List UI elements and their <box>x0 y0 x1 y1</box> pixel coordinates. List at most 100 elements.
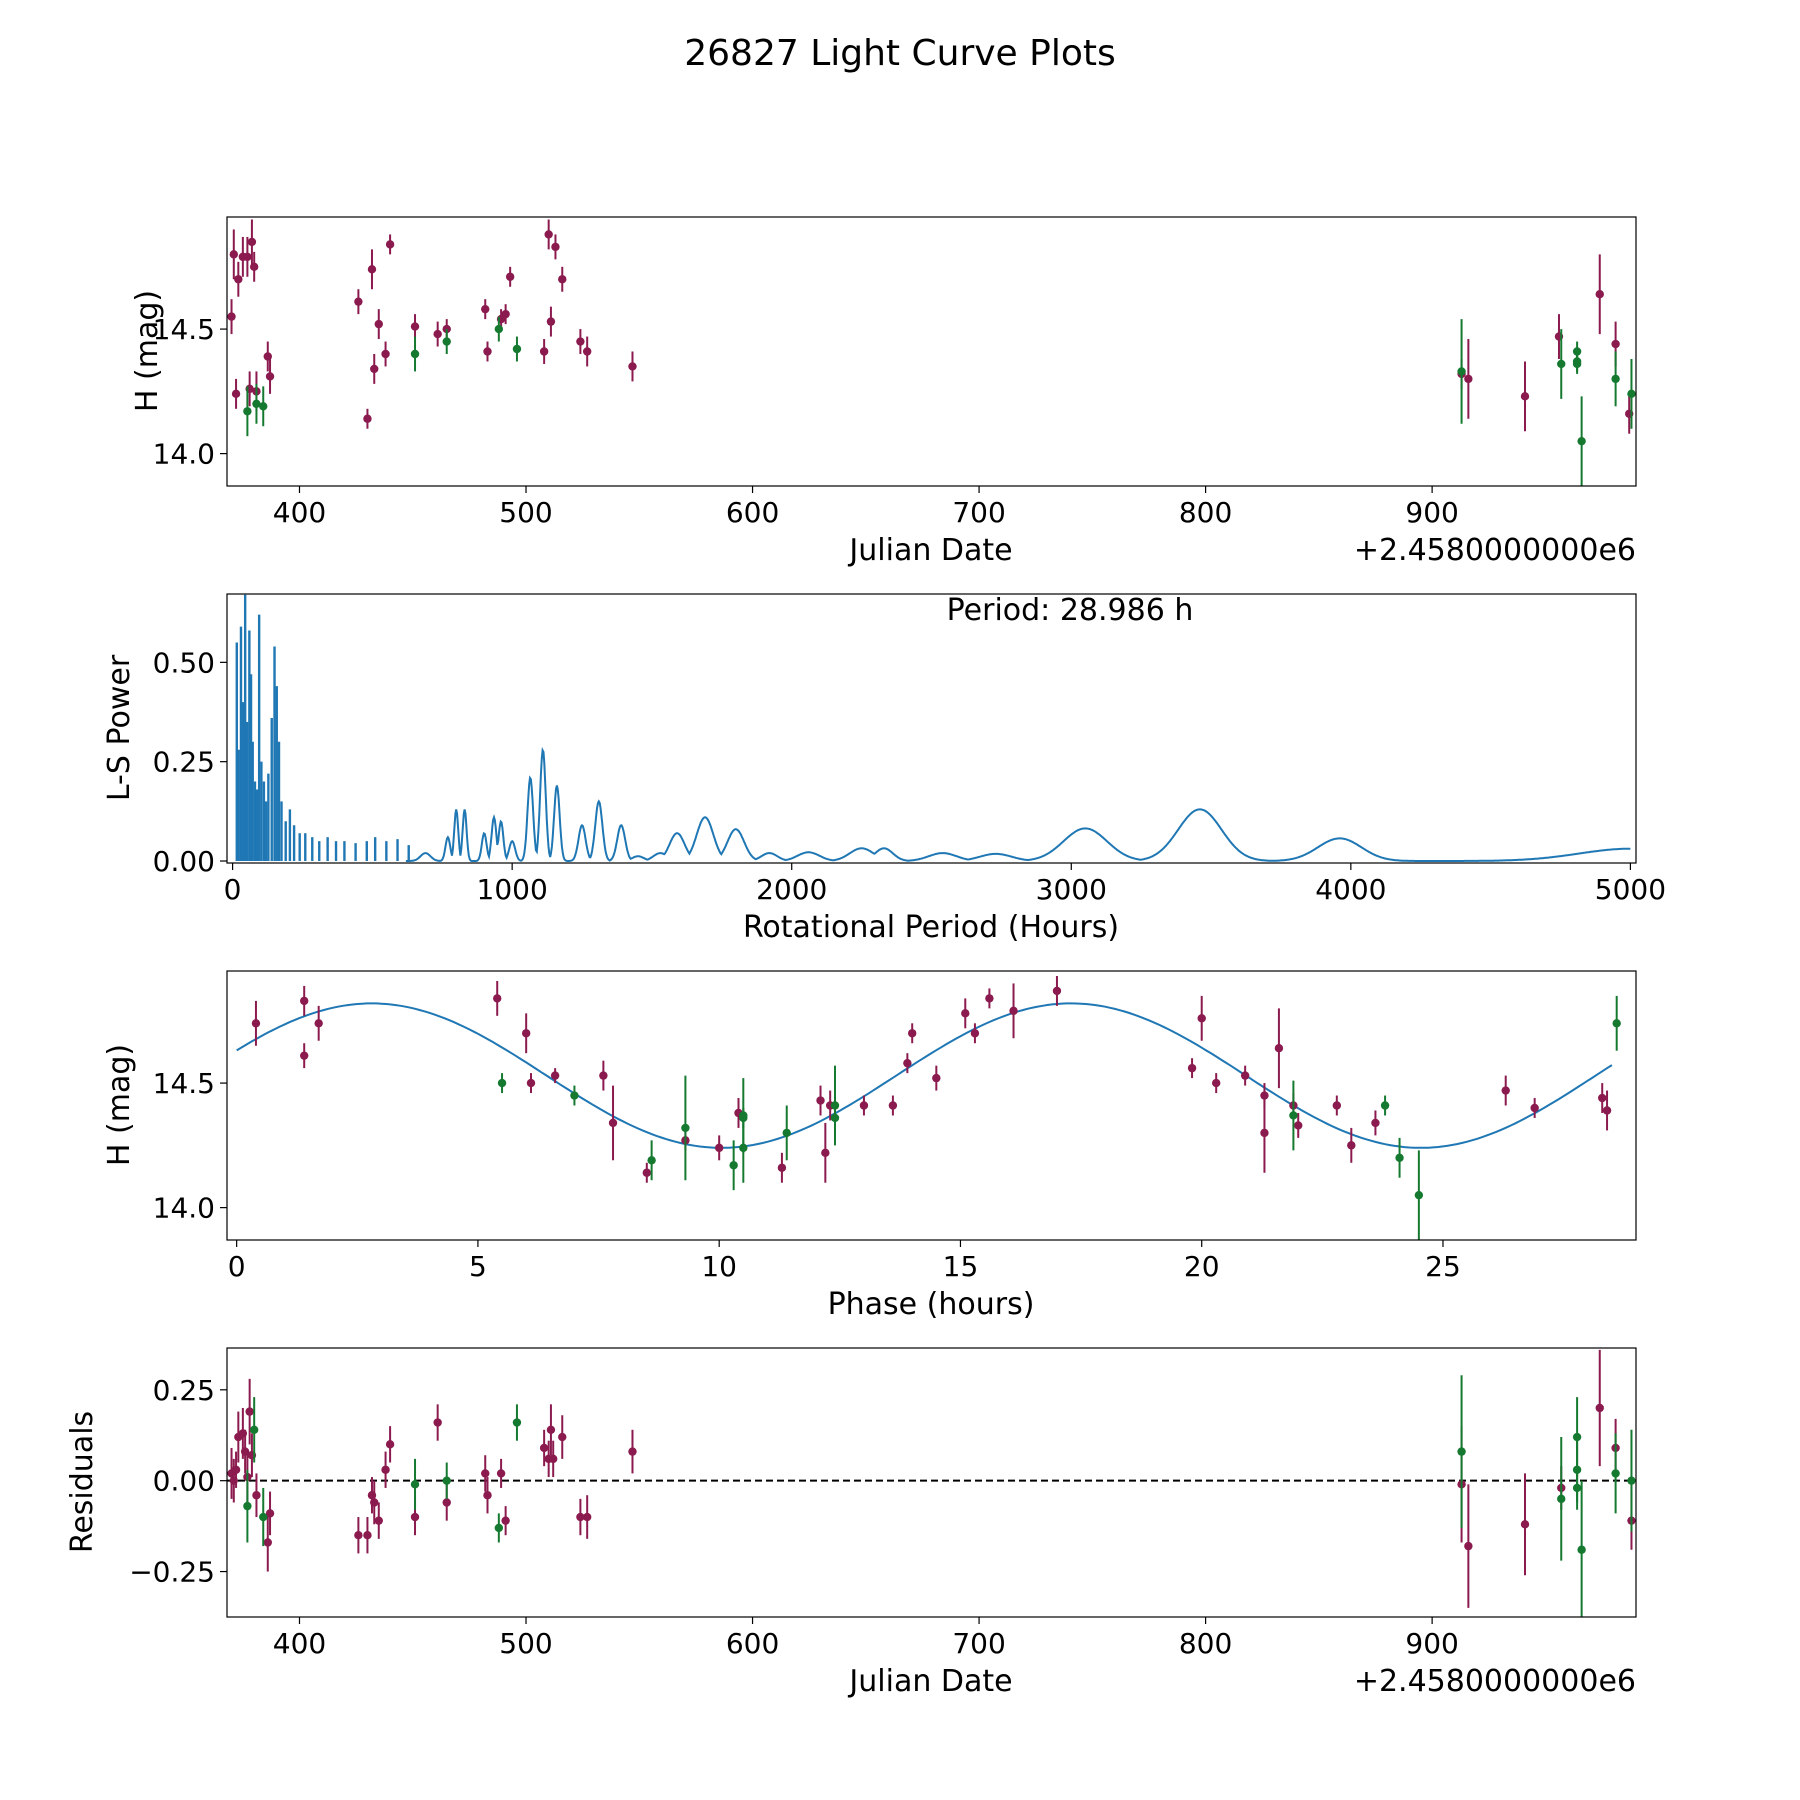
data-point <box>1294 1121 1303 1130</box>
data-point <box>234 275 243 284</box>
data-point <box>539 1443 549 1453</box>
data-point <box>505 272 515 281</box>
data-point <box>985 994 994 1003</box>
data-point <box>1520 392 1530 401</box>
data-point <box>1557 1494 1566 1504</box>
data-point <box>859 1101 869 1110</box>
phase-fold-xlabel: Phase (hours) <box>828 1287 1035 1322</box>
y-tick-label: 0.25 <box>153 746 215 779</box>
data-point <box>231 1465 241 1474</box>
x-tick-label: 2000 <box>756 873 827 906</box>
light-curve-offset-label: +2.4580000000e6 <box>1354 533 1636 568</box>
phase-fold-marks <box>236 975 1621 1240</box>
y-tick-label: 14.5 <box>153 1067 215 1100</box>
x-tick-label: 600 <box>726 496 779 529</box>
y-tick-label: 14.5 <box>153 313 215 346</box>
data-point <box>243 407 252 416</box>
data-point <box>410 322 420 331</box>
y-tick-label: 0.00 <box>153 1465 215 1498</box>
data-point <box>1611 1469 1620 1478</box>
data-point <box>782 1128 791 1138</box>
data-point <box>433 1418 442 1427</box>
data-point <box>681 1123 690 1133</box>
data-point <box>442 324 451 334</box>
data-point <box>496 1469 506 1478</box>
x-tick-label: 10 <box>701 1250 737 1283</box>
data-point <box>1598 1093 1607 1103</box>
x-tick-label: 800 <box>1179 496 1232 529</box>
data-point <box>442 1476 451 1485</box>
data-point <box>932 1073 941 1083</box>
residuals-marks <box>227 1349 1636 1617</box>
data-point <box>314 1019 323 1028</box>
data-point <box>263 352 272 361</box>
data-point <box>1211 1078 1221 1088</box>
data-point <box>714 1143 724 1153</box>
y-tick-label: 0.00 <box>153 845 215 878</box>
data-point <box>548 1454 558 1464</box>
residuals-ylabel: Residuals <box>65 1411 100 1553</box>
period-annotation: Period: 28.986 h <box>947 593 1194 628</box>
data-point <box>259 1512 268 1522</box>
x-tick-label: 0 <box>224 873 242 906</box>
data-point <box>608 1118 618 1128</box>
data-point <box>521 1029 531 1038</box>
data-point <box>410 349 420 359</box>
x-tick-label: 700 <box>952 1627 1005 1660</box>
data-point <box>410 1480 420 1489</box>
x-tick-label: 1000 <box>477 873 548 906</box>
data-point <box>1577 1545 1586 1554</box>
data-point <box>1627 1476 1636 1485</box>
data-point <box>227 312 236 321</box>
data-point <box>501 309 510 319</box>
data-point <box>539 347 549 356</box>
data-point <box>1274 1044 1284 1053</box>
data-point <box>1595 290 1604 299</box>
data-point <box>1009 1006 1018 1016</box>
residuals-offset-label: +2.4580000000e6 <box>1354 1664 1636 1699</box>
residuals-panel: 400 500 600 700 800 900 −0.25 0.00 0.25 Julian D… <box>65 1347 1637 1699</box>
data-point <box>433 329 442 339</box>
data-point <box>300 996 309 1006</box>
data-point <box>354 1531 363 1540</box>
light-curve-panel: 400 500 600 700 800 900 14.0 14.5 Julian Date +… <box>130 216 1637 568</box>
data-point <box>385 240 395 249</box>
data-point <box>370 1498 379 1507</box>
data-point <box>907 1029 917 1038</box>
data-point <box>546 1425 556 1434</box>
data-point <box>367 265 377 274</box>
x-tick-label: 400 <box>273 1627 326 1660</box>
model-curve <box>236 1002 1613 1149</box>
periodogram-marks <box>235 594 1631 862</box>
data-point <box>251 1019 261 1028</box>
data-point <box>1501 1086 1510 1095</box>
data-point <box>410 1512 420 1522</box>
data-point <box>1572 1483 1582 1493</box>
data-point <box>1380 1101 1390 1110</box>
data-point <box>243 252 252 262</box>
x-tick-label: 900 <box>1405 1627 1458 1660</box>
data-point <box>370 364 379 374</box>
x-tick-label: 3000 <box>1036 873 1107 906</box>
data-point <box>512 1418 522 1427</box>
data-point <box>494 1523 504 1533</box>
data-point <box>903 1058 912 1068</box>
data-point <box>1611 339 1620 349</box>
data-point <box>1557 359 1566 369</box>
light-curve-frame <box>226 216 1637 487</box>
data-point <box>1520 1520 1530 1529</box>
data-point <box>1395 1153 1404 1163</box>
data-point <box>544 230 553 239</box>
data-point <box>243 1501 252 1511</box>
data-point <box>777 1163 787 1172</box>
x-tick-label: 500 <box>499 496 552 529</box>
power-curve <box>405 746 1631 862</box>
periodogram-frame <box>226 593 1637 864</box>
residuals-ticks: 400 500 600 700 800 900 −0.25 0.00 0.25 <box>129 1374 1459 1660</box>
x-tick-label: 5 <box>469 1250 487 1283</box>
phase-fold-panel: 0 5 10 15 20 25 14.0 14.5 Phase (hours) H (mag) <box>102 970 1637 1322</box>
data-point <box>739 1143 748 1153</box>
data-point <box>1464 1541 1473 1551</box>
data-point <box>494 324 504 334</box>
data-point <box>1457 1447 1466 1456</box>
